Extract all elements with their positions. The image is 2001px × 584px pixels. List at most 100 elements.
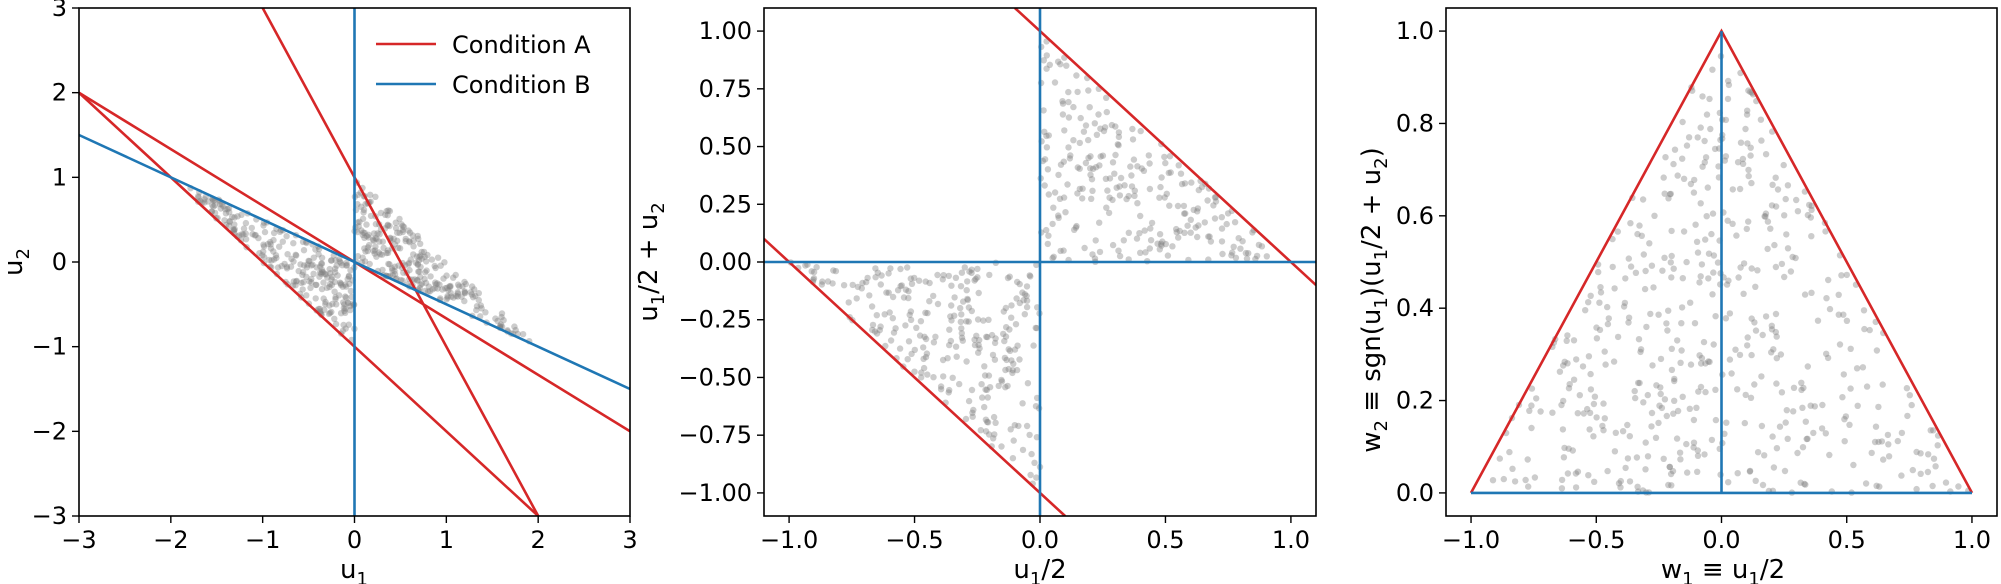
scatter-point [1585,472,1592,479]
scatter-point [1524,456,1531,463]
scatter-point [1591,478,1598,485]
scatter-point [373,235,380,242]
scatter-point [1190,206,1197,214]
scatter-point [440,275,447,282]
scatter-point [948,282,955,289]
scatter-point [1117,174,1125,182]
scatter-point [1639,196,1647,203]
scatter-point [346,280,353,288]
scatter-point [1836,341,1844,348]
scatter-point [1835,291,1842,298]
scatter-point [1744,107,1751,114]
scatter-point [1667,190,1675,198]
scatter-point [414,261,422,269]
legend-label-condition-a: Condition A [452,31,591,59]
scatter-point [1667,259,1675,266]
scatter-point [402,235,409,243]
scatter-point [937,386,945,393]
scatter-point [973,332,980,339]
scatter-point [1046,61,1054,68]
scatter-point [1704,184,1712,191]
scatter-point [840,282,848,289]
scatter-point [417,263,424,271]
scatter-point [1661,396,1669,403]
scatter-point [261,254,268,261]
scatter-point [810,268,818,276]
scatter-point [1039,157,1047,165]
scatter-point [1746,468,1754,475]
scatter-point [1584,405,1591,413]
scatter-point [290,258,297,265]
scatter-point [1839,394,1846,401]
scatter-point [1725,81,1733,89]
scatter-point [877,323,884,330]
scatter-point [450,274,457,281]
condition-a-line [764,237,1066,516]
scatter-point [818,281,826,288]
scatter-point [312,281,319,289]
scatter-point [949,374,956,381]
scatter-point [1097,153,1104,160]
scatter-point [335,292,343,299]
scatter-point [1757,116,1765,123]
scatter-point [1021,291,1029,298]
scatter-point [274,264,282,271]
scatter-point [1237,245,1244,252]
scatter-point [370,247,377,255]
scatter-point [920,364,928,372]
legend: Condition A Condition B [376,31,591,99]
scatter-point [270,236,277,244]
scatter-point [1041,156,1049,163]
scatter-point [1771,241,1778,249]
scatter-point [1780,161,1787,169]
scatter-point [1019,289,1026,296]
scatter-point [892,325,899,332]
scatter-point [332,294,339,301]
scatter-point [384,212,391,219]
condition-a-line [79,91,540,516]
scatter-point [371,250,378,257]
scatter-point [1917,470,1924,477]
scatter-point [468,283,476,290]
scatter-point [1690,444,1697,451]
scatter-point [361,245,368,252]
scatter-point [1729,186,1737,193]
scatter-point [1807,214,1815,221]
scatter-point [477,302,484,309]
scatter-point [412,259,420,266]
scatter-point [1722,116,1730,124]
scatter-point [1195,222,1202,229]
scatter-point [1758,137,1765,144]
scatter-point [1872,423,1880,430]
scatter-point [1840,311,1847,318]
scatter-point [1060,247,1067,254]
scatter-point [292,251,299,258]
scatter-point [415,257,423,264]
scatter-point [1057,247,1064,255]
scatter-point [318,269,326,276]
scatter-point [968,266,975,273]
scatter-point [298,279,305,287]
scatter-point [1764,245,1771,253]
scatter-point [414,276,421,284]
scatter-point [1243,255,1251,262]
scatter-point [1868,449,1875,457]
scatter-point [383,207,390,215]
scatter-point [1626,478,1634,485]
scatter-point [946,326,953,333]
scatter-point [1826,451,1833,459]
scatter-point [1023,283,1031,290]
scatter-point [1103,108,1111,116]
scatter-point [1013,366,1021,374]
scatter-point [1013,295,1020,302]
scatter-point [1671,375,1678,383]
scatter-point [1739,160,1747,167]
scatter-point [329,273,336,280]
scatter-point [918,374,925,381]
scatter-point [236,232,243,239]
x-tick-label: 0 [347,526,362,554]
scatter-point [1640,399,1647,406]
scatter-point [204,198,212,205]
scatter-point [1761,452,1768,459]
scatter-point [1528,385,1536,392]
